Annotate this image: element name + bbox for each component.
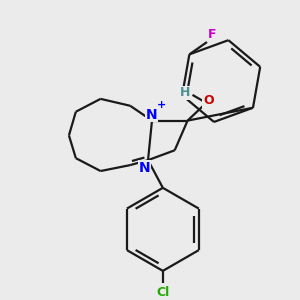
Text: N: N	[138, 161, 150, 175]
Text: O: O	[203, 94, 214, 107]
Text: Cl: Cl	[156, 286, 170, 299]
Text: F: F	[208, 28, 216, 40]
Text: N: N	[146, 108, 158, 122]
Text: +: +	[157, 100, 167, 110]
Text: H: H	[179, 86, 190, 99]
